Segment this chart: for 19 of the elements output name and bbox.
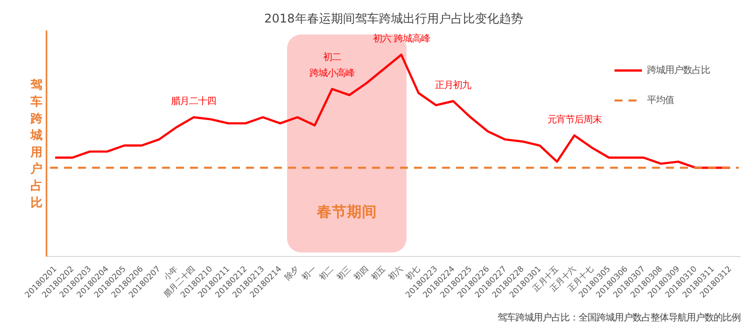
y-axis-title: 驾车跨城用户占比	[30, 78, 44, 210]
x-tick-label: 初三	[334, 264, 353, 282]
chart-title: 2018年春运期间驾车跨城出行用户占比变化趋势	[264, 12, 523, 26]
x-tick-label: 初一	[300, 264, 318, 282]
annotation: 正月初九	[435, 80, 472, 92]
x-tick-label: 初六	[386, 264, 404, 282]
x-tick-label: 初五	[369, 264, 388, 282]
legend-label: 平均值	[647, 94, 674, 106]
band-label: 春节期间	[316, 204, 377, 221]
annotation: 腊月二十四	[171, 96, 216, 108]
legend-label: 跨城用户数占比	[647, 64, 710, 76]
text: 驾车跨城用户占比：全国跨城用户数占整体导航用户数的比例	[498, 312, 740, 324]
annotation: 初六 跨城高峰	[372, 34, 430, 45]
x-tick-label: 除夕	[282, 264, 301, 282]
x-tick-label: 初二	[318, 264, 336, 282]
x-tick-label: 初四	[352, 264, 370, 282]
annotation: 初二	[323, 52, 342, 63]
annotation: 元宵节后周末	[547, 114, 602, 126]
annotation: 跨城小高峰	[310, 68, 355, 79]
